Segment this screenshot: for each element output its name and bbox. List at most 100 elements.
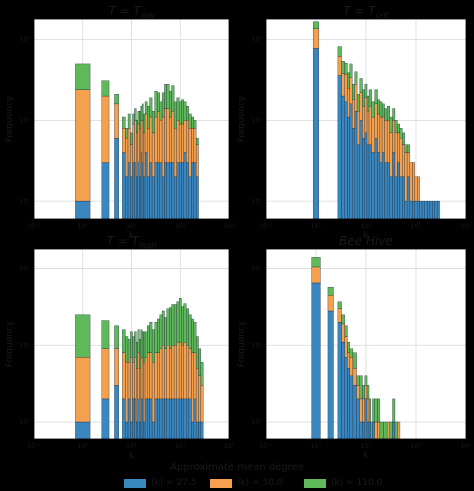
- bar-segment-series-3: [341, 314, 345, 325]
- bar-segment-series-2: [178, 341, 182, 400]
- bar-segment-series-2: [157, 110, 160, 163]
- bar-segment-series-2: [144, 113, 148, 153]
- bar-segment-series-1: [193, 162, 197, 220]
- bar-segment-series-1: [379, 162, 383, 220]
- bar-segment-series-3: [364, 375, 368, 386]
- bar-segment-series-2: [352, 368, 357, 386]
- bar-segment-series-1: [392, 421, 396, 440]
- bar-segment-series-3: [384, 108, 388, 121]
- bar-segment-series-3: [75, 63, 91, 90]
- bar-segment-series-2: [364, 385, 368, 400]
- bar-segment-series-3: [193, 120, 197, 129]
- plot-frame: [33, 248, 230, 440]
- bar-segment-series-2: [414, 176, 418, 202]
- bar-segment-series-1: [386, 162, 390, 220]
- bar-segment-series-1: [377, 152, 381, 220]
- bar-segment-series-1: [140, 152, 143, 220]
- bar-segment-series-3: [183, 101, 187, 121]
- bar-segment-series-1: [159, 162, 163, 220]
- bar-segment-series-2: [356, 110, 360, 145]
- legend-label-series-3: ⟨k⟩ ≈ 110.0: [331, 478, 383, 488]
- bar-segment-series-2: [171, 345, 175, 400]
- bar-segment-series-1: [144, 398, 148, 440]
- x-tick-label: 10²: [411, 222, 422, 230]
- bar-segment-series-2: [347, 352, 350, 369]
- bar-segment-series-3: [377, 99, 381, 115]
- y-tick-label: 10²: [251, 36, 262, 44]
- bar-segment-series-1: [136, 421, 139, 440]
- bar-segment-series-2: [136, 132, 139, 177]
- bar-segment-series-1: [157, 398, 160, 440]
- bar-segment-series-2: [344, 336, 348, 358]
- bar-segment-series-1: [362, 421, 366, 440]
- bar-segment-series-3: [171, 85, 175, 112]
- y-axis-label: Frequency: [5, 320, 15, 367]
- bar-segment-series-3: [364, 84, 368, 99]
- bar-segment-series-1: [344, 101, 348, 220]
- bar-segment-series-3: [149, 97, 153, 118]
- bar-segment-series-1: [436, 200, 440, 220]
- bar-segment-series-1: [161, 398, 165, 440]
- bar-segment-series-1: [114, 385, 119, 440]
- bar-segment-series-2: [379, 116, 383, 163]
- bar-segment-series-1: [195, 176, 199, 220]
- bar-segment-series-1: [412, 200, 416, 220]
- bar-segment-series-1: [178, 398, 182, 440]
- bar-segment-series-2: [409, 162, 413, 202]
- bar-segment-series-3: [372, 398, 375, 423]
- bar-segment-series-3: [161, 92, 165, 118]
- bar-segment-series-1: [178, 162, 182, 220]
- bar-segment-series-1: [200, 421, 204, 440]
- bar-segment-series-3: [327, 287, 334, 296]
- x-tick-label: 10²: [411, 442, 422, 450]
- bar-segment-series-1: [137, 398, 140, 440]
- x-tick-label: 10²: [175, 222, 186, 230]
- bar-segment-series-3: [371, 101, 375, 118]
- bar-segment-series-1: [341, 95, 345, 220]
- bar-segment-series-1: [337, 322, 342, 440]
- bar-segment-series-2: [151, 132, 155, 177]
- bar-segment-series-1: [352, 385, 357, 440]
- bar-segment-series-2: [176, 120, 180, 163]
- y-axis-label: Frequency: [237, 95, 247, 142]
- bar-segment-series-1: [347, 368, 350, 440]
- bar-segment-series-3: [402, 132, 405, 145]
- bar-segment-series-1: [195, 421, 199, 440]
- bar-segment-series-3: [169, 90, 172, 118]
- bar-segment-series-2: [352, 99, 355, 129]
- bar-segment-series-3: [176, 301, 180, 343]
- y-tick-label: 10⁰: [19, 197, 30, 205]
- bar-segment-series-1: [389, 176, 393, 220]
- bar-segment-series-2: [137, 123, 140, 163]
- bar-segment-series-3: [164, 84, 167, 109]
- legend-items: ⟨k⟩ ≈ 27.5 ⟨k⟩ ≈ 50.0 ⟨k⟩ ≈ 110.0: [124, 476, 464, 490]
- bar-segment-series-3: [122, 116, 126, 129]
- x-axis-label: k: [363, 451, 369, 461]
- bar-segment-series-2: [101, 95, 110, 163]
- bar-segment-series-1: [75, 200, 91, 220]
- bar-segment-series-2: [374, 421, 378, 440]
- bar-segment-series-1: [127, 162, 131, 220]
- bar-segment-series-3: [141, 103, 144, 121]
- bar-segment-series-2: [386, 120, 390, 163]
- bar-segment-series-3: [136, 341, 139, 369]
- bar-segment-series-2: [327, 295, 334, 312]
- bar-segment-series-1: [191, 162, 194, 220]
- bar-segment-series-3: [394, 120, 398, 134]
- bar-segment-series-1: [130, 176, 133, 220]
- bar-segment-series-3: [191, 116, 194, 129]
- bar-segment-series-2: [157, 352, 160, 400]
- chart-title: T = Tlow: [108, 4, 154, 20]
- bar-segment-series-3: [140, 329, 143, 358]
- bar-segment-series-3: [176, 97, 180, 121]
- bar-segment-series-1: [161, 176, 165, 220]
- bar-segment-series-3: [143, 331, 146, 363]
- bar-segment-series-1: [368, 144, 372, 220]
- bar-segment-series-2: [173, 345, 177, 400]
- bar-segment-series-3: [157, 318, 160, 353]
- bar-segment-series-2: [198, 375, 202, 423]
- bar-segment-series-2: [193, 127, 197, 163]
- bar-segment-series-2: [337, 308, 342, 323]
- x-tick-label: 10³: [461, 222, 472, 230]
